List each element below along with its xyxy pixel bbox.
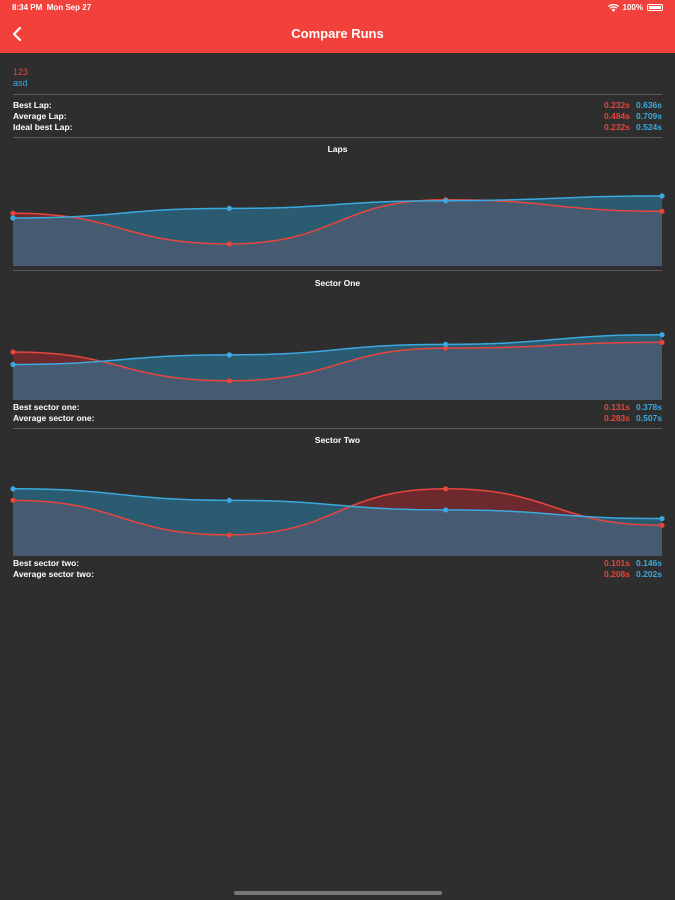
status-bar: 8:34 PM Mon Sep 27 100% xyxy=(0,0,675,16)
data-point-123-2 xyxy=(226,241,232,247)
divider xyxy=(13,428,662,429)
stat-run2-value: 0.146s xyxy=(636,558,662,568)
data-point-123-3 xyxy=(443,486,449,492)
stat-label: Average sector two: xyxy=(13,569,94,579)
chart-title-sector-one: Sector One xyxy=(314,278,361,288)
data-point-asd-3 xyxy=(443,341,449,347)
page-title: Compare Runs xyxy=(291,26,384,41)
stat-best-lap: Best Lap: 0.232s 0.636s xyxy=(13,100,662,111)
data-point-123-4 xyxy=(659,339,665,345)
status-right: 100% xyxy=(607,3,663,12)
data-point-123-1 xyxy=(10,497,16,503)
series-line-123 xyxy=(12,488,663,536)
stat-label: Best sector one: xyxy=(13,402,80,412)
home-indicator[interactable] xyxy=(234,891,442,895)
data-point-123-4 xyxy=(659,208,665,214)
stat-label: Average Lap: xyxy=(13,111,67,121)
series-line-123 xyxy=(12,341,663,382)
sector-one-chart xyxy=(10,332,665,400)
data-point-asd-1 xyxy=(10,486,16,492)
series-line-asd xyxy=(12,195,663,219)
data-point-asd-1 xyxy=(10,215,16,221)
data-point-123-4 xyxy=(659,522,665,528)
stat-run2-value: 0.202s xyxy=(636,569,662,579)
status-time: 8:34 PM Mon Sep 27 xyxy=(12,3,92,12)
stat-run1-value: 0.131s xyxy=(604,402,630,412)
nav-bar: Compare Runs xyxy=(0,16,675,53)
stat-average-sector-two: Average sector two: 0.208s 0.202s xyxy=(13,569,662,580)
stat-average-sector-one: Average sector one: 0.283s 0.507s xyxy=(13,413,662,424)
divider xyxy=(13,137,662,138)
data-point-123-1 xyxy=(10,349,16,355)
data-point-asd-4 xyxy=(659,193,665,199)
stat-label: Best Lap: xyxy=(13,100,52,110)
series-line-asd xyxy=(12,333,663,366)
stat-average-lap: Average Lap: 0.484s 0.709s xyxy=(13,111,662,122)
back-chevron-icon[interactable] xyxy=(8,24,28,44)
data-point-asd-4 xyxy=(659,332,665,338)
stat-best-sector-one: Best sector one: 0.131s 0.378s xyxy=(13,402,662,413)
divider xyxy=(13,270,662,271)
battery-percent: 100% xyxy=(622,3,643,12)
data-point-asd-1 xyxy=(10,361,16,368)
laps-chart xyxy=(10,193,665,266)
stat-run2-value: 0.378s xyxy=(636,402,662,412)
legend-run2: asd xyxy=(13,78,28,88)
stat-label: Best sector two: xyxy=(13,558,80,568)
data-point-asd-4 xyxy=(659,515,665,522)
series-line-asd xyxy=(12,488,663,520)
data-point-123-2 xyxy=(226,378,232,384)
stat-best-sector-two: Best sector two: 0.101s 0.146s xyxy=(13,558,662,569)
legend-run1: 123 xyxy=(13,67,29,77)
data-point-asd-3 xyxy=(443,507,449,513)
battery-icon xyxy=(647,4,663,11)
stat-label: Average sector one: xyxy=(13,413,95,423)
data-point-123-1 xyxy=(10,210,16,216)
stat-run1-value: 0.484s xyxy=(604,111,630,121)
run-legend: 123 asd xyxy=(13,67,28,89)
data-point-asd-2 xyxy=(226,205,232,211)
data-point-asd-3 xyxy=(443,198,449,204)
stat-run1-value: 0.101s xyxy=(604,558,630,568)
data-point-asd-2 xyxy=(226,497,232,503)
series-area-asd xyxy=(13,334,662,400)
series-area-asd xyxy=(13,488,662,556)
stat-run1-value: 0.208s xyxy=(604,569,630,579)
chart-title-sector-two: Sector Two xyxy=(314,435,361,445)
stat-label: Ideal best Lap: xyxy=(13,122,73,132)
chart-title-laps: Laps xyxy=(327,144,348,154)
stat-run1-value: 0.232s xyxy=(604,122,630,132)
series-line-123 xyxy=(12,199,663,245)
stat-run1-value: 0.232s xyxy=(604,100,630,110)
stat-run1-value: 0.283s xyxy=(604,413,630,423)
data-point-asd-2 xyxy=(226,352,232,358)
wifi-icon xyxy=(607,3,619,12)
data-point-123-3 xyxy=(443,345,449,351)
divider xyxy=(13,94,662,95)
stat-run2-value: 0.524s xyxy=(636,122,662,132)
sector-two-chart xyxy=(10,486,665,556)
stat-run2-value: 0.507s xyxy=(636,413,662,423)
stat-run2-value: 0.636s xyxy=(636,100,662,110)
stat-run2-value: 0.709s xyxy=(636,111,662,121)
data-point-123-2 xyxy=(226,532,232,538)
series-area-asd xyxy=(13,195,662,266)
stat-ideal-best-lap: Ideal best Lap: 0.232s 0.524s xyxy=(13,122,662,133)
